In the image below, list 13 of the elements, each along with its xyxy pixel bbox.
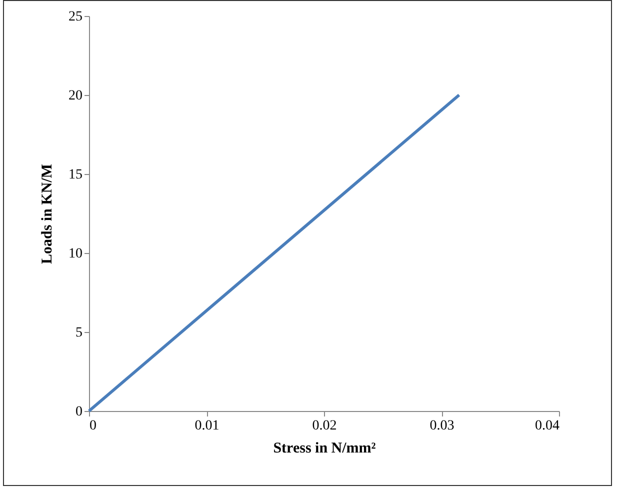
y-tick-label: 25: [68, 10, 82, 24]
y-tick-label: 20: [68, 88, 82, 104]
y-tick-label: 10: [68, 246, 82, 262]
y-tick-label: 0: [76, 404, 82, 420]
x-tick-label: 0.04: [535, 418, 560, 434]
x-tick-label: 0.02: [312, 418, 337, 434]
x-axis-title: Stress in N/mm²: [273, 440, 376, 456]
y-axis-title: Loads in KN/M: [40, 164, 56, 264]
y-tick-label: 5: [76, 326, 82, 340]
x-tick-label: 0.03: [430, 418, 454, 434]
x-tick-label: 0: [90, 418, 96, 434]
y-tick-label: 15: [68, 168, 82, 182]
x-tick-label: 0.01: [194, 418, 220, 434]
